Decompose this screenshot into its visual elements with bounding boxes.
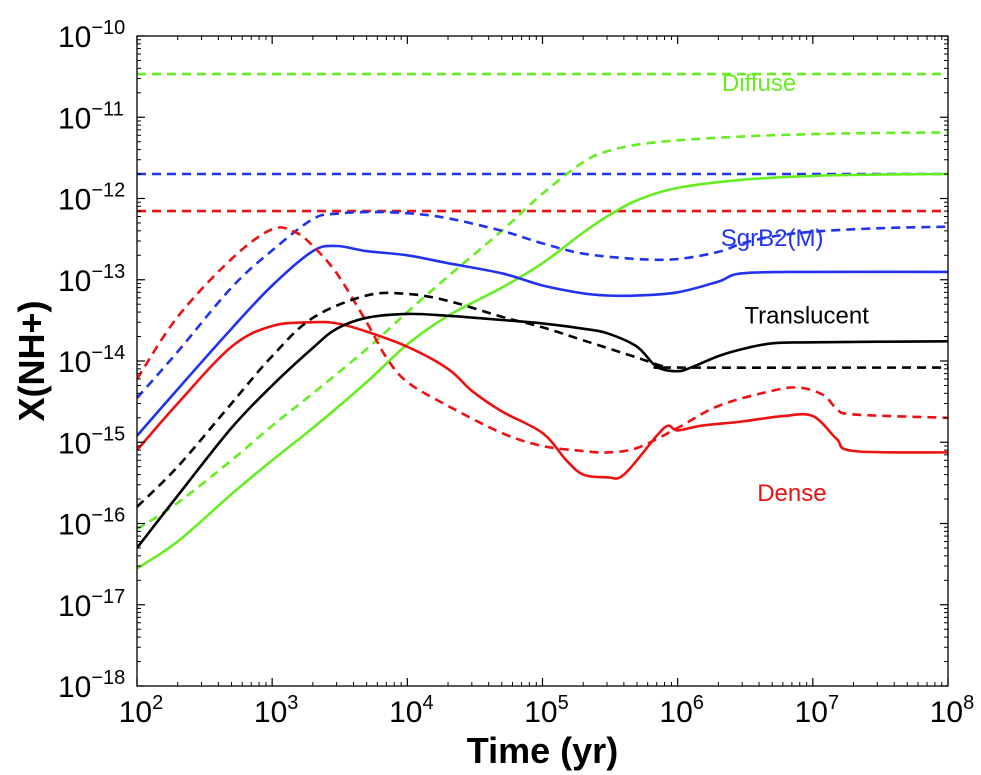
series-line-7 [137,226,948,454]
y-tick-label-1: 10−17 [58,586,125,623]
annotation-sgrb2-m: SgrB2(M) [721,225,824,252]
annotation-dense: Dense [757,480,826,507]
y-tick-label-3: 10−15 [58,423,125,460]
y-tick-label-8: 10−10 [58,17,125,54]
y-tick-label-0: 10−18 [58,667,125,704]
x-tick-label-2: 104 [389,692,434,729]
x-tick-label-3: 105 [524,692,569,729]
x-tick-label-0: 102 [119,692,164,729]
series-line-5 [137,210,948,399]
annotation-diffuse: Diffuse [722,70,796,97]
series-line-4 [137,172,948,570]
series-line-10 [137,312,948,549]
tick-layer: 102 103 104 105 106 107 108 10−18 10−17 10−16 10−1… [58,17,974,729]
y-tick-label-5: 10−13 [58,261,125,298]
annotation-layer: Diffuse SgrB2(M) Translucent Dense [721,70,869,507]
x-tick-label-4: 106 [659,692,704,729]
series-layer [137,72,948,570]
y-tick-label-7: 10−11 [58,98,124,135]
series-line-6 [137,244,948,437]
x-tick-label-1: 103 [254,692,299,729]
y-axis-title: X(NH+) [11,300,52,421]
series-line-8 [137,320,948,480]
y-tick-label-6: 10−12 [58,180,125,217]
x-axis-title: Time (yr) [467,730,618,771]
y-tick-label-4: 10−14 [58,342,125,379]
y-tick-label-2: 10−16 [58,505,125,542]
x-tick-label-5: 107 [795,692,840,729]
x-tick-label-6: 108 [930,692,975,729]
series-line-3 [137,131,948,531]
annotation-translucent: Translucent [744,302,869,329]
